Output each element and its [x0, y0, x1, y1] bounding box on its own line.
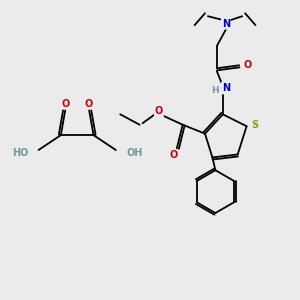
Text: N: N	[222, 82, 230, 93]
Text: O: O	[61, 99, 69, 109]
Text: OH: OH	[126, 148, 142, 158]
Text: HO: HO	[12, 148, 28, 158]
Text: O: O	[85, 99, 93, 109]
Text: O: O	[155, 106, 163, 116]
Text: S: S	[251, 120, 259, 130]
Text: H: H	[212, 86, 219, 95]
Text: N: N	[222, 19, 230, 29]
Text: O: O	[243, 60, 252, 70]
Text: O: O	[170, 150, 178, 160]
